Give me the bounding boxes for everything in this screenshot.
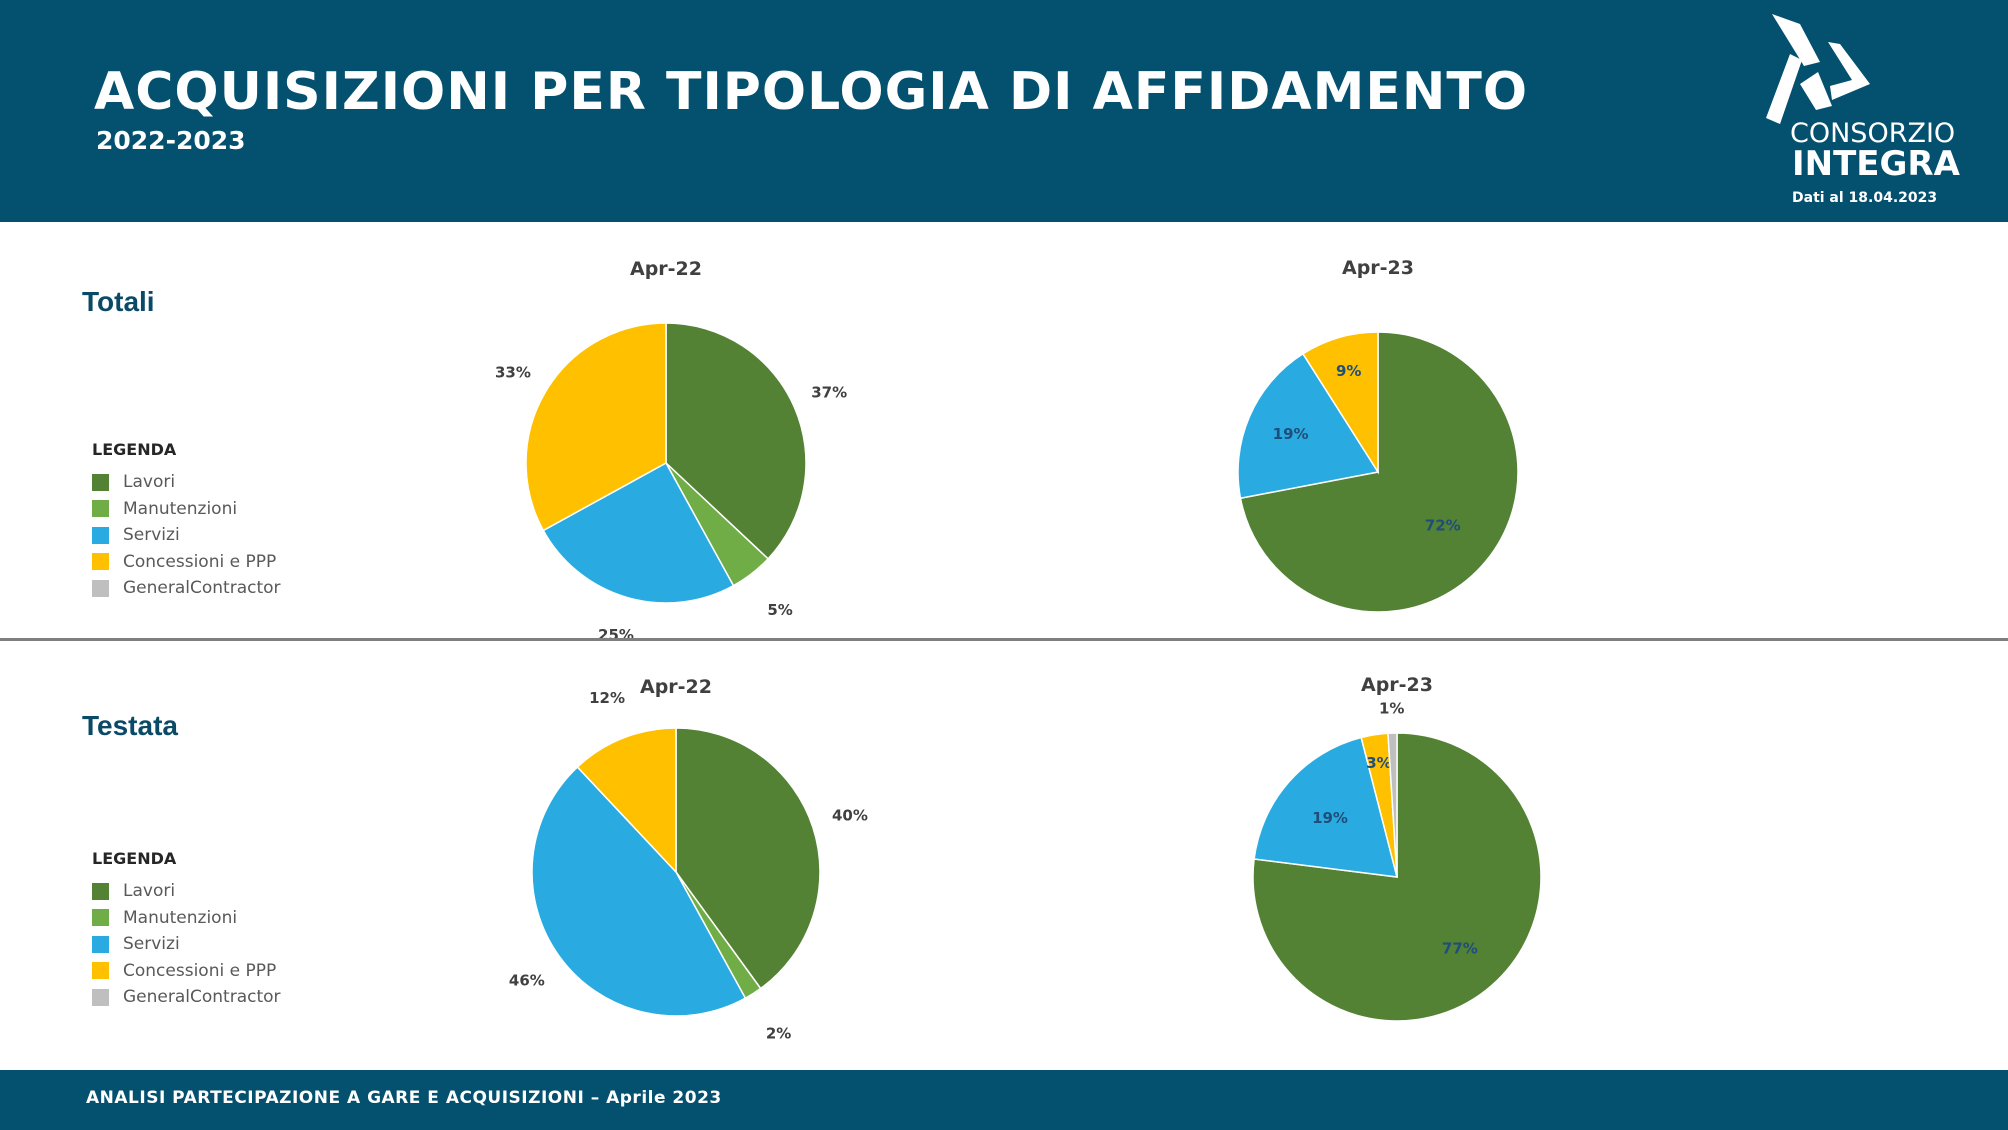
pie-slice-servizi [1253, 736, 1399, 878]
legend-item-concessioni: Concessioni e PPP [92, 958, 281, 985]
legend-swatch-servizi [92, 935, 109, 953]
data-label-servizi: 46% [509, 971, 545, 989]
section-label-testata: Testata [82, 710, 178, 741]
pie-slice-concessioni-e-ppp [525, 322, 667, 532]
legend-label: Lavori [123, 881, 176, 902]
legend-label: Servizi [123, 525, 180, 546]
legend-swatch-lavori [92, 882, 109, 900]
data-label-concessioni-e-ppp: 9% [1336, 362, 1361, 380]
legend-swatch-general-contractor [92, 579, 109, 597]
legend-label: Manutenzioni [123, 907, 238, 928]
pie-chart-testata-apr23: Apr-23 77% 19% 3% 1% [1252, 674, 1542, 1022]
data-label-manutenzioni: 2% [766, 1025, 791, 1043]
legend-swatch-manutenzioni [92, 909, 109, 927]
pie-chart-testata-apr22: Apr-22 40% 2% 46% 12% [509, 676, 868, 1043]
legend-label: Lavori [123, 472, 176, 493]
section-divider [0, 638, 2008, 641]
data-label-lavori: 77% [1442, 939, 1478, 957]
data-label-concessioni-e-ppp: 12% [589, 689, 625, 707]
legend-item-servizi: Servizi [92, 931, 281, 958]
pie-chart-totali-apr22: Apr-22 37% 5% 25% 33% [495, 258, 847, 644]
pie-slice-generalcontractor [1387, 732, 1398, 878]
pie-slice-lavori [665, 322, 807, 560]
legend-item-lavori: Lavori [92, 878, 281, 905]
pie-slice-lavori [675, 727, 821, 990]
legend-item-servizi: Servizi [92, 522, 281, 549]
legend-title: LEGENDA [92, 849, 177, 868]
legend-label: GeneralContractor [123, 987, 281, 1008]
pie-slice-servizi [542, 461, 735, 604]
data-label-generalcontractor: 1% [1379, 700, 1404, 718]
footer-text: ANALISI PARTECIPAZIONE A GARE E ACQUISIZ… [86, 1088, 722, 1108]
data-label-servizi: 19% [1273, 425, 1309, 443]
legend-swatch-concessioni [92, 962, 109, 980]
logo-text-integra: INTEGRA [1792, 144, 1960, 184]
data-label-lavori: 37% [811, 383, 847, 401]
page-subtitle: 2022-2023 [96, 126, 246, 155]
legend-swatch-concessioni [92, 553, 109, 571]
header-band: ACQUISIZIONI PER TIPOLOGIA DI AFFIDAMENT… [0, 0, 2008, 222]
footer-band: ANALISI PARTECIPAZIONE A GARE E ACQUISIZ… [0, 1070, 2008, 1130]
chart-title: Apr-23 [1342, 257, 1414, 279]
pie-chart-totali-apr23: Apr-23 72% 19% 9% [1237, 257, 1519, 613]
legend-label: Concessioni e PPP [123, 551, 277, 572]
legend-label: Manutenzioni [123, 498, 238, 519]
chart-title: Apr-23 [1361, 674, 1433, 696]
legend-swatch-servizi [92, 526, 109, 544]
data-date-note: Dati al 18.04.2023 [1792, 190, 1938, 206]
chart-title: Apr-22 [640, 676, 712, 698]
data-label-servizi: 19% [1312, 809, 1348, 827]
consorzio-integra-logo-icon [1766, 14, 1870, 124]
data-label-concessioni-e-ppp: 33% [495, 363, 531, 381]
data-label-concessioni-e-ppp: 3% [1366, 754, 1391, 772]
chart-title: Apr-22 [630, 258, 702, 280]
page-title: ACQUISIZIONI PER TIPOLOGIA DI AFFIDAMENT… [94, 62, 1529, 122]
data-label-manutenzioni: 5% [767, 601, 792, 619]
legend-swatch-lavori [92, 473, 109, 491]
legend-swatch-general-contractor [92, 988, 109, 1006]
pie-slice-concessioni-e-ppp [576, 727, 677, 874]
legend-item-general-contractor: GeneralContractor [92, 575, 281, 602]
legend-testata: LEGENDA Lavori Manutenzioni Servizi Conc… [92, 849, 281, 1011]
pie-slice-servizi [1237, 352, 1380, 500]
logo-text-consorzio: CONSORZIO [1790, 118, 1956, 149]
data-label-servizi: 25% [598, 626, 634, 644]
section-label-totali: Totali [82, 286, 155, 317]
legend-item-concessioni: Concessioni e PPP [92, 549, 281, 576]
legend-label: Servizi [123, 934, 180, 955]
data-label-lavori: 40% [832, 806, 868, 824]
pie-slice-lavori [1252, 732, 1542, 1022]
pie-slice-servizi [531, 765, 747, 1017]
pie-slice-concessioni-e-ppp [1301, 331, 1379, 475]
legend-item-lavori: Lavori [92, 469, 281, 496]
legend-title: LEGENDA [92, 440, 177, 459]
legend-item-manutenzioni: Manutenzioni [92, 496, 281, 523]
legend-label: GeneralContractor [123, 578, 281, 599]
data-label-lavori: 72% [1425, 517, 1461, 535]
legend-totali: LEGENDA Lavori Manutenzioni Servizi Conc… [92, 440, 281, 602]
legend-label: Concessioni e PPP [123, 960, 277, 981]
legend-swatch-manutenzioni [92, 500, 109, 518]
legend-item-manutenzioni: Manutenzioni [92, 905, 281, 932]
pie-slice-lavori [1239, 331, 1519, 613]
legend-item-general-contractor: GeneralContractor [92, 984, 281, 1011]
